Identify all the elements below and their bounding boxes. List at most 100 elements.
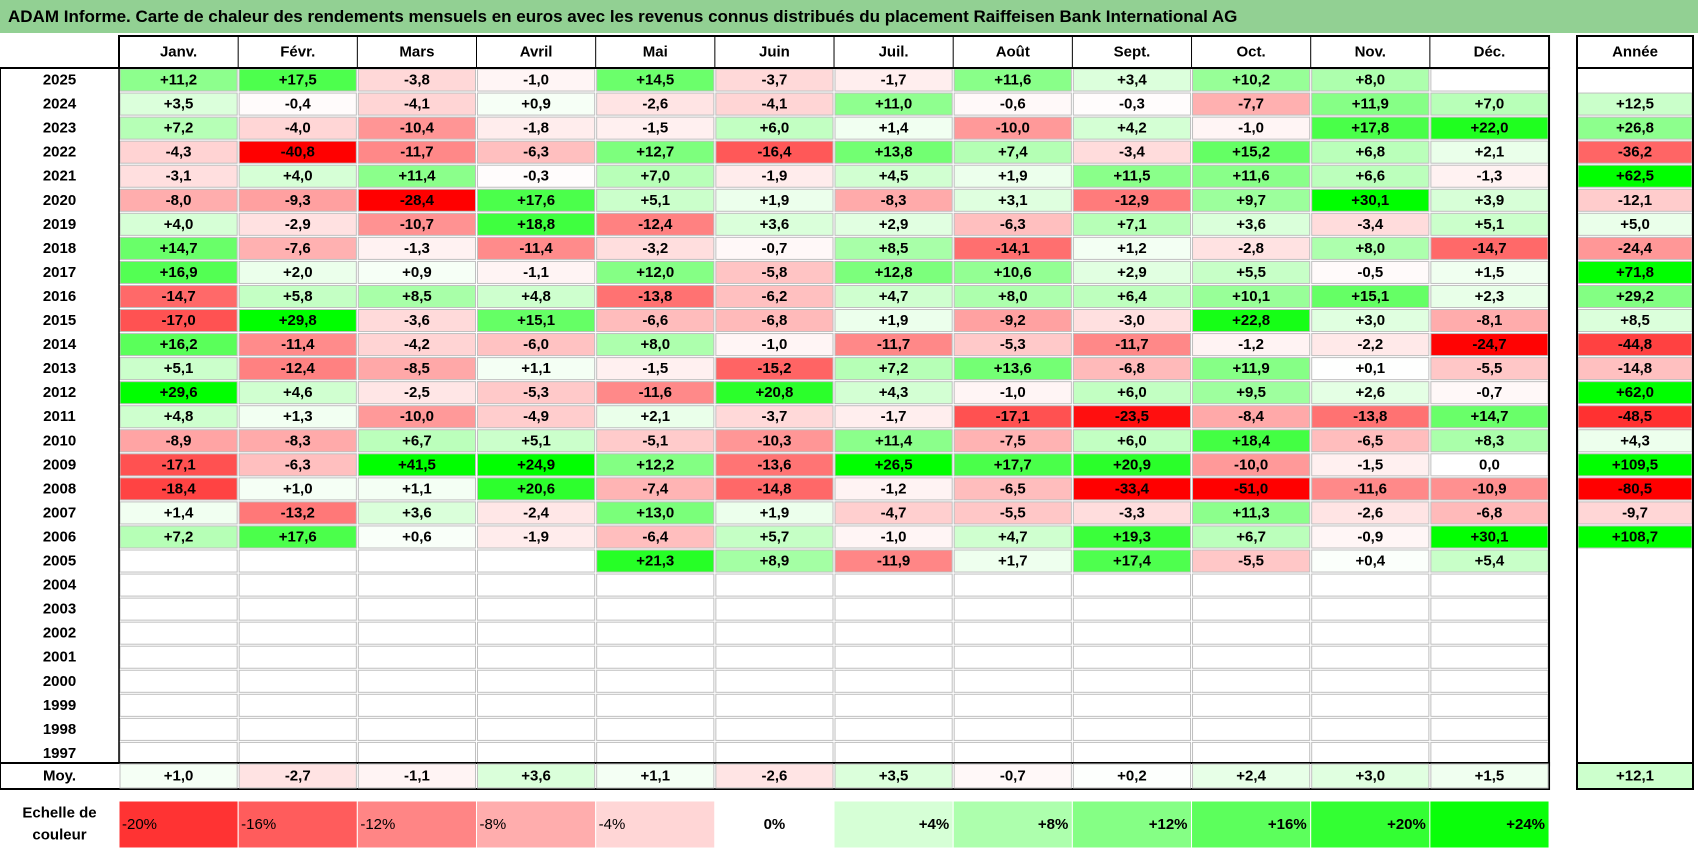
heatmap-cell: [119, 717, 238, 741]
cell-value: -14,7: [1472, 240, 1506, 257]
cell-value: -11,4: [281, 336, 315, 353]
cell-value: -10,7: [400, 216, 434, 233]
heatmap-cell: [119, 236, 238, 260]
cell-value: +11,4: [398, 168, 436, 185]
heatmap-cell: [1072, 381, 1192, 405]
cell-value: -1,7: [881, 408, 907, 425]
cell-value: +6,0: [1117, 384, 1147, 401]
cell-value: -0,7: [762, 240, 788, 257]
year-cell: [1578, 69, 1692, 92]
cell-value: -4,9: [523, 408, 549, 425]
scale-swatch: [476, 800, 597, 848]
average-value: -2,7: [285, 768, 311, 785]
cell-value: +11,0: [875, 96, 912, 113]
cell-value: -1,1: [523, 264, 549, 281]
cell-value: -0,9: [1357, 528, 1383, 545]
cell-value: -6,5: [1000, 480, 1026, 497]
heatmap-cell: [715, 597, 834, 621]
year-value: -80,5: [1618, 480, 1652, 497]
cell-value: -5,5: [1477, 360, 1503, 377]
heatmap-cell: [477, 717, 596, 741]
cell-value: +5,1: [164, 360, 194, 377]
heatmap-cell: [238, 573, 357, 597]
heatmap-cell: [357, 357, 477, 381]
row-label: 2019: [43, 216, 76, 233]
cell-value: +0,9: [521, 96, 551, 113]
heatmap-cell: [834, 453, 953, 477]
cell-value: -9,2: [1000, 312, 1026, 329]
cell-value: +16,9: [160, 264, 198, 281]
heatmap-cell: [715, 525, 834, 549]
heatmap-cell: [1072, 621, 1192, 645]
heatmap-cell: [238, 525, 357, 549]
average-value: -2,6: [762, 768, 788, 785]
heatmap-cell: [1072, 140, 1192, 164]
cell-value: -11,7: [1115, 336, 1148, 353]
cell-value: -6,4: [642, 528, 669, 545]
cell-value: +15,1: [1351, 288, 1389, 305]
heatmap-cell: [477, 140, 596, 164]
heatmap-cell: [119, 188, 238, 212]
heatmap-cell: [596, 453, 715, 477]
cell-value: +7,0: [640, 168, 670, 185]
cell-value: +20,9: [1113, 456, 1151, 473]
heatmap-cell: [596, 573, 715, 597]
heatmap-cell: [715, 717, 834, 741]
heatmap-cell: [953, 525, 1072, 549]
month-header: Juil.: [879, 44, 909, 61]
cell-value: +8,0: [640, 336, 670, 353]
heatmap-cell: [1072, 405, 1192, 429]
heatmap-cell: [953, 212, 1072, 236]
cell-value: -11,7: [400, 144, 433, 161]
cell-value: +2,9: [1117, 264, 1147, 281]
heatmap-cell: [596, 381, 715, 405]
cell-value: +14,5: [636, 72, 674, 89]
heatmap-cell: [238, 236, 357, 260]
heatmap-cell: [953, 116, 1072, 140]
cell-value: +0,1: [1355, 360, 1385, 377]
heatmap-cell: [1192, 116, 1311, 140]
cell-value: -1,2: [1238, 336, 1264, 353]
cell-value: +14,7: [1470, 408, 1508, 425]
cell-value: +4,8: [164, 408, 194, 425]
cell-value: -3,6: [404, 312, 430, 329]
heatmap-cell: [1072, 188, 1192, 212]
cell-value: -2,8: [1238, 240, 1264, 257]
year-cell: [1578, 670, 1692, 693]
heatmap-cell: [596, 621, 715, 645]
heatmap-cell: [477, 92, 596, 116]
cell-value: +1,2: [1117, 240, 1147, 257]
cell-value: +3,0: [1355, 312, 1385, 329]
heatmap-cell: [477, 645, 596, 669]
heatmap-cell: [238, 164, 357, 188]
cell-value: +12,0: [636, 264, 674, 281]
heatmap-cell: [238, 140, 357, 164]
average-cell: [596, 763, 715, 789]
year-value: +29,2: [1616, 288, 1654, 305]
heatmap-cell: [1192, 501, 1311, 525]
cell-value: -2,5: [404, 384, 430, 401]
cell-value: -1,3: [404, 240, 430, 257]
heatmap-cell: [1192, 260, 1311, 284]
heatmap-cell: [119, 284, 238, 309]
heatmap-cell: [715, 573, 834, 597]
cell-value: +4,3: [879, 384, 909, 401]
cell-value: 0,0: [1479, 456, 1500, 473]
heatmap-cell: [834, 693, 953, 717]
heatmap-cell: [715, 645, 834, 669]
heatmap-cell: [477, 381, 596, 405]
heatmap-cell: [596, 236, 715, 260]
heatmap-cell: [1192, 188, 1311, 212]
cell-value: +3,1: [998, 192, 1028, 209]
heatmap-cell: [1192, 525, 1311, 549]
cell-value: -4,0: [285, 120, 311, 137]
heatmap-cell: [1430, 669, 1549, 693]
cell-value: -6,8: [1477, 504, 1503, 521]
cell-value: -4,2: [404, 336, 430, 353]
heatmap-cell: [1192, 453, 1311, 477]
cell-value: -6,3: [523, 144, 549, 161]
cell-value: +5,5: [1236, 264, 1266, 281]
cell-value: +13,6: [994, 360, 1032, 377]
heatmap-cell: [1311, 164, 1430, 188]
heatmap-cell: [1192, 717, 1311, 741]
